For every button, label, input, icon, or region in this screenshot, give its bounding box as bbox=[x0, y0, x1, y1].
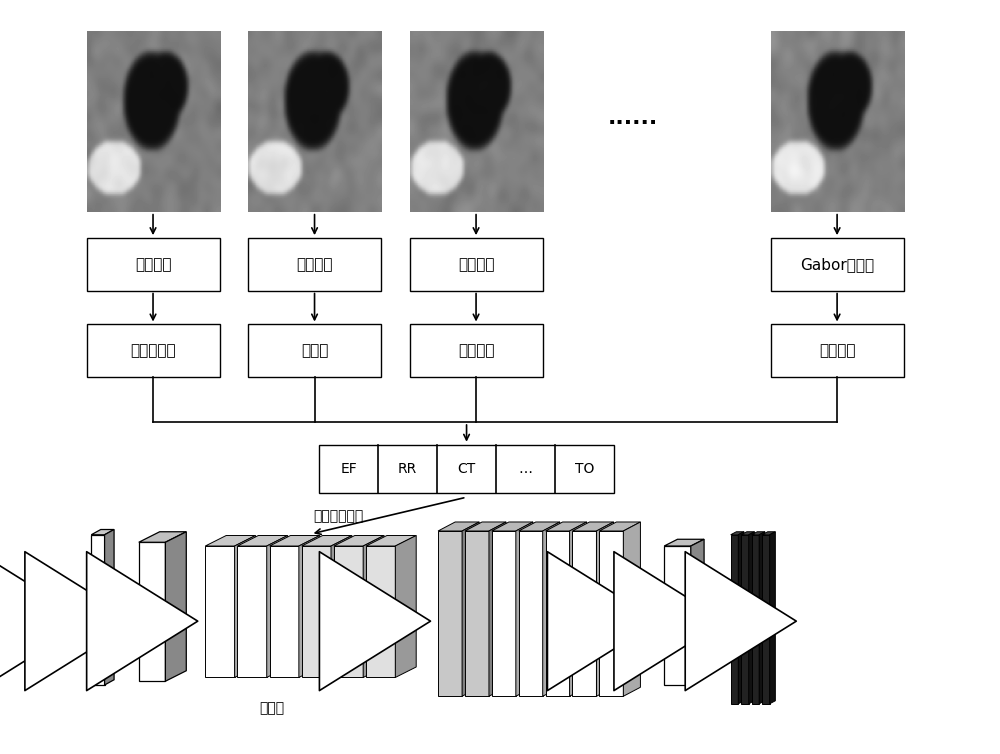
Text: 颗粒厚度: 颗粒厚度 bbox=[458, 257, 494, 271]
Text: …: … bbox=[518, 462, 532, 476]
Text: Gabor滤波器: Gabor滤波器 bbox=[800, 257, 874, 271]
Polygon shape bbox=[762, 535, 770, 703]
Polygon shape bbox=[465, 522, 506, 531]
Polygon shape bbox=[741, 535, 749, 703]
Bar bbox=[771, 238, 904, 290]
Bar bbox=[771, 324, 904, 377]
Polygon shape bbox=[270, 535, 320, 546]
Polygon shape bbox=[205, 546, 235, 678]
Polygon shape bbox=[299, 535, 320, 678]
Polygon shape bbox=[570, 522, 587, 696]
Polygon shape bbox=[731, 535, 738, 703]
Polygon shape bbox=[664, 546, 691, 685]
Polygon shape bbox=[599, 531, 623, 696]
Bar bbox=[258, 546, 395, 614]
Polygon shape bbox=[395, 535, 416, 678]
Text: CT: CT bbox=[457, 462, 476, 476]
Polygon shape bbox=[489, 522, 506, 696]
Text: EF: EF bbox=[340, 462, 357, 476]
Polygon shape bbox=[572, 522, 614, 531]
Polygon shape bbox=[546, 531, 570, 696]
Polygon shape bbox=[762, 532, 775, 535]
Polygon shape bbox=[596, 522, 614, 696]
Polygon shape bbox=[205, 535, 255, 546]
Text: 边缘平整度: 边缘平整度 bbox=[130, 343, 176, 358]
Text: TO: TO bbox=[575, 462, 594, 476]
Text: 原通道: 原通道 bbox=[259, 701, 284, 716]
Polygon shape bbox=[237, 546, 267, 678]
Polygon shape bbox=[267, 535, 288, 678]
Polygon shape bbox=[691, 539, 704, 685]
Bar bbox=[410, 324, 543, 377]
Polygon shape bbox=[752, 532, 765, 535]
Polygon shape bbox=[546, 522, 587, 531]
Polygon shape bbox=[165, 532, 186, 682]
Polygon shape bbox=[139, 542, 165, 682]
Text: 纹理方向: 纹理方向 bbox=[819, 343, 855, 358]
Polygon shape bbox=[731, 532, 744, 535]
Polygon shape bbox=[331, 535, 352, 678]
Polygon shape bbox=[235, 535, 255, 678]
Polygon shape bbox=[752, 535, 759, 703]
Bar bbox=[410, 238, 543, 290]
Polygon shape bbox=[572, 531, 596, 696]
Polygon shape bbox=[302, 535, 352, 546]
Polygon shape bbox=[363, 535, 384, 678]
Bar bbox=[87, 238, 220, 290]
Polygon shape bbox=[105, 529, 114, 685]
Polygon shape bbox=[139, 532, 186, 542]
Polygon shape bbox=[543, 522, 560, 696]
Polygon shape bbox=[302, 546, 331, 678]
Bar bbox=[248, 238, 381, 290]
Text: 边缘检测: 边缘检测 bbox=[135, 257, 171, 271]
Bar bbox=[319, 445, 614, 493]
Polygon shape bbox=[519, 531, 543, 696]
Text: RR: RR bbox=[398, 462, 417, 476]
Polygon shape bbox=[492, 522, 533, 531]
Polygon shape bbox=[91, 535, 105, 685]
Text: 颗粒厚度: 颗粒厚度 bbox=[458, 343, 494, 358]
Polygon shape bbox=[623, 522, 640, 696]
Polygon shape bbox=[438, 522, 479, 531]
Text: 灰阶测定: 灰阶测定 bbox=[296, 257, 333, 271]
Polygon shape bbox=[738, 532, 744, 703]
Polygon shape bbox=[599, 522, 640, 531]
Polygon shape bbox=[516, 522, 533, 696]
Polygon shape bbox=[366, 535, 416, 546]
Text: 反射率: 反射率 bbox=[301, 343, 328, 358]
Polygon shape bbox=[91, 529, 114, 535]
Polygon shape bbox=[749, 532, 754, 703]
Polygon shape bbox=[759, 532, 765, 703]
Polygon shape bbox=[519, 522, 560, 531]
Polygon shape bbox=[438, 531, 462, 696]
Polygon shape bbox=[770, 532, 775, 703]
Polygon shape bbox=[664, 539, 704, 546]
Polygon shape bbox=[237, 535, 288, 546]
Polygon shape bbox=[334, 546, 363, 678]
Text: 领域知识通道: 领域知识通道 bbox=[313, 510, 363, 523]
Polygon shape bbox=[334, 535, 384, 546]
Polygon shape bbox=[465, 531, 489, 696]
Text: ......: ...... bbox=[608, 108, 658, 128]
Polygon shape bbox=[270, 546, 299, 678]
Bar bbox=[248, 324, 381, 377]
Polygon shape bbox=[741, 532, 754, 535]
Polygon shape bbox=[366, 546, 395, 678]
Bar bbox=[87, 324, 220, 377]
Polygon shape bbox=[492, 531, 516, 696]
Polygon shape bbox=[462, 522, 479, 696]
